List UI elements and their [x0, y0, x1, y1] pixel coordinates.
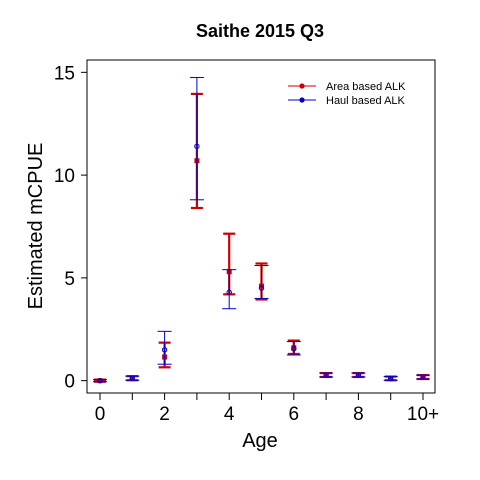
data-point: [323, 372, 329, 378]
x-tick-label: 10+: [407, 404, 439, 425]
legend-marker: [299, 97, 305, 103]
x-tick-label: 6: [289, 404, 300, 425]
data-point: [97, 377, 103, 384]
y-tick-label: 0: [64, 372, 75, 393]
data-point: [291, 346, 297, 352]
y-axis-label: Estimated mCPUE: [25, 143, 47, 310]
data-point: [129, 375, 136, 381]
legend: Area based ALK Haul based ALK: [288, 81, 406, 107]
data-point: [226, 289, 232, 295]
x-tick-label: 4: [224, 404, 235, 425]
y-tick-label: 15: [54, 63, 75, 84]
data-point: [388, 375, 394, 382]
x-tick-label: 0: [95, 404, 106, 425]
y-axis: 0 5 10 15: [54, 63, 87, 393]
chart-title: Saithe 2015 Q3: [196, 21, 324, 41]
plot-frame: [86, 59, 436, 394]
data-point: [420, 374, 426, 380]
x-tick-label: 8: [353, 404, 364, 425]
x-axis-label: Age: [242, 430, 278, 452]
legend-label: Haul based ALK: [326, 95, 406, 107]
data-point: [355, 372, 362, 378]
y-tick-label: 10: [54, 166, 75, 187]
x-axis: 0 2 4 6 8 10+: [95, 393, 439, 425]
series-1: [93, 76, 430, 384]
legend-marker: [299, 83, 305, 89]
series-layer: [93, 76, 430, 384]
y-tick-label: 5: [64, 269, 75, 290]
data-point: [194, 143, 200, 150]
x-tick-label: 2: [159, 404, 170, 425]
series-0: [94, 92, 429, 384]
legend-label: Area based ALK: [326, 81, 406, 93]
data-point: [258, 285, 265, 291]
data-point: [161, 347, 168, 353]
